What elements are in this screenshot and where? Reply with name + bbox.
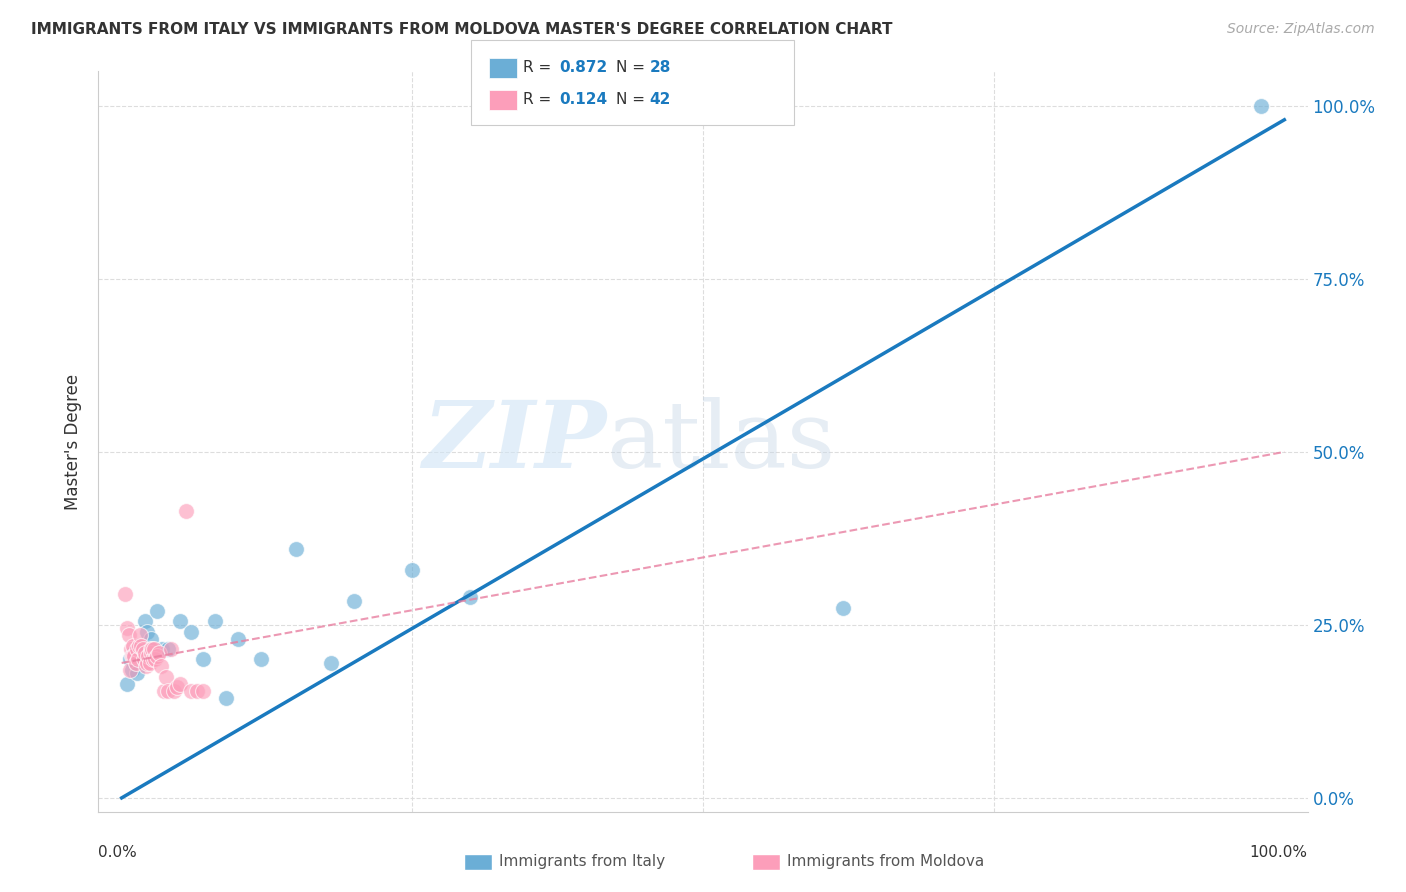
Point [136,656,159,670]
Point [118,663,141,677]
Point [120,642,142,657]
Point [139,642,162,657]
Text: N =: N = [616,93,650,107]
Point [118,628,141,642]
Text: 28: 28 [650,61,671,75]
Point [118,652,141,666]
Text: N =: N = [616,61,650,75]
Point [128,639,150,653]
Point [204,615,226,629]
Point [135,659,157,673]
Point [136,624,159,639]
Point [138,656,160,670]
Text: Immigrants from Italy: Immigrants from Italy [499,855,665,869]
Point [131,642,153,657]
Point [121,663,143,677]
Point [319,656,342,670]
Point [134,615,156,629]
Point [141,642,163,657]
Y-axis label: Master's Degree: Master's Degree [65,374,83,509]
Point [131,639,153,653]
Text: IMMIGRANTS FROM ITALY VS IMMIGRANTS FROM MOLDOVA MASTER'S DEGREE CORRELATION CHA: IMMIGRANTS FROM ITALY VS IMMIGRANTS FROM… [31,22,893,37]
Point [132,652,155,666]
Point [226,632,249,646]
Point [117,676,139,690]
Point [138,648,160,663]
Point [166,680,188,694]
Point [139,632,162,646]
Text: 42: 42 [650,93,671,107]
Point [122,639,145,653]
Point [460,591,482,605]
Point [186,683,208,698]
Point [139,646,162,660]
Point [145,648,167,663]
Point [143,642,166,657]
Point [129,628,152,642]
Point [159,642,181,657]
Point [155,670,177,684]
Point [152,683,174,698]
Point [180,624,202,639]
Text: 100.0%: 100.0% [1250,845,1308,860]
Point [157,683,180,698]
Point [157,642,180,657]
Point [127,652,149,666]
Point [142,652,165,666]
Point [150,659,173,673]
Text: Source: ZipAtlas.com: Source: ZipAtlas.com [1227,22,1375,37]
Point [215,690,238,705]
Text: 0.124: 0.124 [560,93,607,107]
Point [401,563,423,577]
Point [128,639,150,653]
Point [180,683,202,698]
Point [125,666,148,681]
Point [174,504,197,518]
Point [191,652,214,666]
Point [250,652,273,666]
Point [343,593,366,607]
Point [121,648,143,663]
Point [114,587,136,601]
Point [124,656,146,670]
Point [122,648,145,663]
Point [145,652,167,666]
Point [122,646,145,660]
Point [124,656,146,670]
Point [131,642,153,657]
Point [285,541,308,556]
Text: Immigrants from Moldova: Immigrants from Moldova [787,855,984,869]
Point [145,604,167,618]
Text: 0.872: 0.872 [560,61,607,75]
Text: 0.0%: 0.0% [98,845,138,860]
Point [191,683,214,698]
Text: R =: R = [523,93,557,107]
Point [125,642,148,657]
Point [124,648,146,663]
Point [148,646,170,660]
Point [831,600,853,615]
Point [169,615,191,629]
Point [134,646,156,660]
Point [169,676,191,690]
Point [117,621,139,635]
Point [163,683,186,698]
Text: atlas: atlas [606,397,835,486]
Text: ZIP: ZIP [422,397,606,486]
Point [150,642,173,657]
Point [1250,99,1272,113]
Text: R =: R = [523,61,557,75]
